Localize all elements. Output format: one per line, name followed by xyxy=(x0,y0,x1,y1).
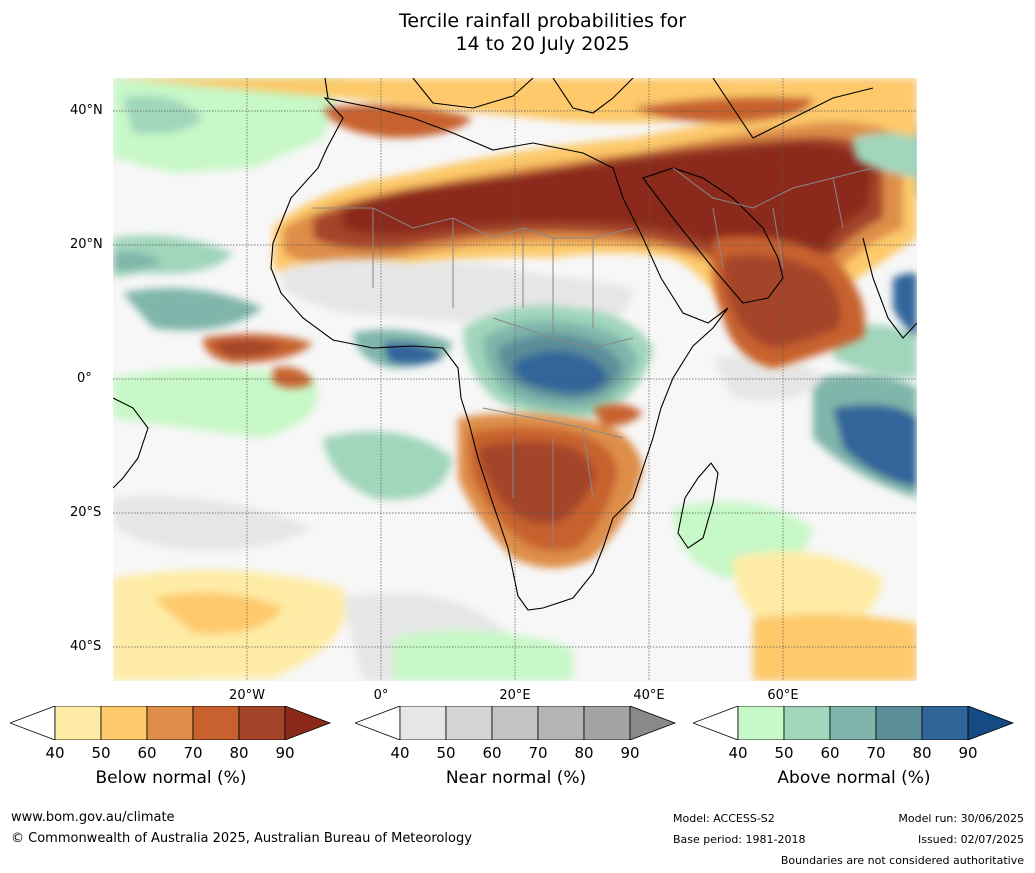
near-colorbar-low-extend xyxy=(355,706,401,740)
rainfall-probability-map xyxy=(113,78,917,681)
near-normal-title: Near normal (%) xyxy=(445,768,587,788)
above-normal-colorbar xyxy=(693,706,1015,740)
above-colorbar-segment xyxy=(921,706,969,740)
footer-model-run: Model run: 30/06/2025 xyxy=(898,812,1024,825)
below-colorbar-segment xyxy=(100,706,148,740)
below-tick-label: 60 xyxy=(137,744,157,762)
above-tick-label: 80 xyxy=(912,744,932,762)
africa-coastline xyxy=(270,97,729,611)
near-colorbar-segment xyxy=(537,706,585,740)
lat-label-20s: 20°S xyxy=(70,505,102,520)
country-borders xyxy=(313,167,874,548)
madagascar-coastline xyxy=(677,462,719,549)
southern-africa-dry-region xyxy=(458,404,643,568)
above-colorbar-segment xyxy=(875,706,923,740)
footer-base-period: Base period: 1981-2018 xyxy=(673,833,806,846)
lon-label-60e: 60°E xyxy=(767,688,799,703)
map-title-line1: Tercile rainfall probabilities for xyxy=(398,10,687,32)
below-tick-label: 80 xyxy=(229,744,249,762)
below-colorbar-segment xyxy=(54,706,102,740)
near-colorbar-segment xyxy=(491,706,539,740)
lat-label-40s: 40°S xyxy=(70,639,102,654)
ocean-pattern xyxy=(113,78,917,681)
graticule xyxy=(113,78,917,681)
footer-url: www.bom.gov.au/climate xyxy=(11,810,175,825)
above-colorbar-high-extend xyxy=(967,706,1015,740)
near-normal-colorbar xyxy=(355,706,677,740)
below-colorbar-segment xyxy=(192,706,240,740)
above-tick-label: 40 xyxy=(728,744,748,762)
lon-label-20w: 20°W xyxy=(229,688,265,703)
above-tick-label: 60 xyxy=(820,744,840,762)
footer-model: Model: ACCESS-S2 xyxy=(673,812,775,825)
above-colorbar-segment xyxy=(783,706,831,740)
footer-issued: Issued: 02/07/2025 xyxy=(917,833,1024,846)
near-tick-label: 50 xyxy=(436,744,456,762)
arabian-sea-dry-region xyxy=(711,235,865,368)
above-colorbar-segment xyxy=(737,706,785,740)
map-title-line2: 14 to 20 July 2025 xyxy=(455,33,630,55)
above-tick-label: 70 xyxy=(866,744,886,762)
arabia-coastline xyxy=(642,167,784,304)
near-colorbar-segment xyxy=(583,706,631,740)
below-colorbar-segment xyxy=(146,706,194,740)
footer-disclaimer: Boundaries are not considered authoritat… xyxy=(780,854,1024,867)
near-tick-label: 60 xyxy=(482,744,502,762)
below-normal-title: Below normal (%) xyxy=(95,768,247,788)
below-tick-label: 50 xyxy=(91,744,111,762)
near-tick-label: 90 xyxy=(620,744,640,762)
below-tick-label: 70 xyxy=(183,744,203,762)
near-colorbar-high-extend xyxy=(629,706,677,740)
near-tick-label: 80 xyxy=(574,744,594,762)
near-tick-label: 70 xyxy=(528,744,548,762)
footer-copyright: © Commonwealth of Australia 2025, Austra… xyxy=(11,831,472,846)
lon-label-0: 0° xyxy=(373,688,389,703)
central-africa-wet-region xyxy=(463,305,653,419)
above-colorbar-segment xyxy=(829,706,877,740)
south-america-coastline xyxy=(113,397,149,489)
near-colorbar-segment xyxy=(445,706,493,740)
above-normal-title: Above normal (%) xyxy=(777,768,931,788)
lon-label-40e: 40°E xyxy=(633,688,665,703)
near-tick-label: 40 xyxy=(390,744,410,762)
lat-label-20n: 20°N xyxy=(70,237,103,252)
below-colorbar-low-extend xyxy=(10,706,56,740)
lon-label-20e: 20°E xyxy=(499,688,531,703)
below-colorbar-segment xyxy=(238,706,286,740)
lat-label-equator: 0° xyxy=(77,371,92,386)
above-colorbar-low-extend xyxy=(693,706,739,740)
below-tick-label: 40 xyxy=(45,744,65,762)
map-title: Tercile rainfall probabilities for 14 to… xyxy=(0,10,1035,56)
europe-coastline xyxy=(324,78,874,139)
above-tick-label: 50 xyxy=(774,744,794,762)
india-coastline xyxy=(862,237,917,339)
lat-label-40n: 40°N xyxy=(70,103,103,118)
coastlines xyxy=(113,78,917,611)
above-tick-label: 90 xyxy=(958,744,978,762)
below-tick-label: 90 xyxy=(275,744,295,762)
near-colorbar-segment xyxy=(399,706,447,740)
below-colorbar-high-extend xyxy=(284,706,332,740)
below-normal-colorbar xyxy=(10,706,332,740)
